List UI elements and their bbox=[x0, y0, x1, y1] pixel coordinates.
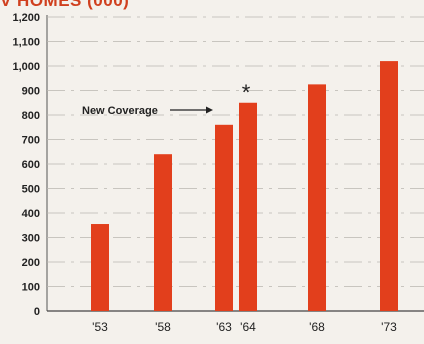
y-tick-label: 100 bbox=[22, 282, 40, 294]
y-tick-label: 700 bbox=[22, 135, 40, 147]
y-tick-label: 1,000 bbox=[12, 61, 40, 73]
y-tick-label: 200 bbox=[22, 257, 40, 269]
x-tick-label: '63 bbox=[216, 320, 232, 334]
grid-layer bbox=[46, 15, 424, 312]
bar bbox=[308, 84, 326, 311]
y-tick-label: 800 bbox=[22, 110, 40, 122]
y-tick-label: 300 bbox=[22, 233, 40, 245]
y-tick-label: 0 bbox=[34, 306, 40, 318]
y-tick-layer: 0 100 200 300 400 500 600 700 800 900 1,000 1,100 1,… bbox=[12, 12, 40, 318]
y-tick-label: 400 bbox=[22, 208, 40, 220]
x-tick-label: '64 bbox=[240, 320, 256, 334]
bar bbox=[239, 102, 257, 311]
annotation-marker: * bbox=[242, 80, 251, 105]
y-tick-label: 500 bbox=[22, 184, 40, 196]
chart-title: V HOMES (000) bbox=[0, 0, 130, 10]
x-tick-label: '68 bbox=[309, 320, 325, 334]
y-tick-label: 600 bbox=[22, 159, 40, 171]
x-tick-layer: '53 '58 '63 '64 '68 '73 bbox=[92, 320, 397, 334]
x-tick-label: '73 bbox=[381, 320, 397, 334]
bar bbox=[380, 61, 398, 311]
arrow-head-icon bbox=[206, 106, 213, 114]
x-tick-label: '58 bbox=[155, 320, 171, 334]
bar bbox=[154, 154, 172, 311]
annotation-label: New Coverage bbox=[82, 105, 158, 117]
y-tick-label: 1,100 bbox=[12, 37, 40, 49]
x-tick-label: '53 bbox=[92, 320, 108, 334]
bar bbox=[215, 124, 233, 311]
bar-layer bbox=[91, 61, 398, 311]
bar bbox=[91, 224, 109, 311]
y-tick-label: 900 bbox=[22, 86, 40, 98]
y-tick-label: 1,200 bbox=[12, 12, 40, 24]
annotation-layer: * New Coverage bbox=[82, 80, 251, 117]
